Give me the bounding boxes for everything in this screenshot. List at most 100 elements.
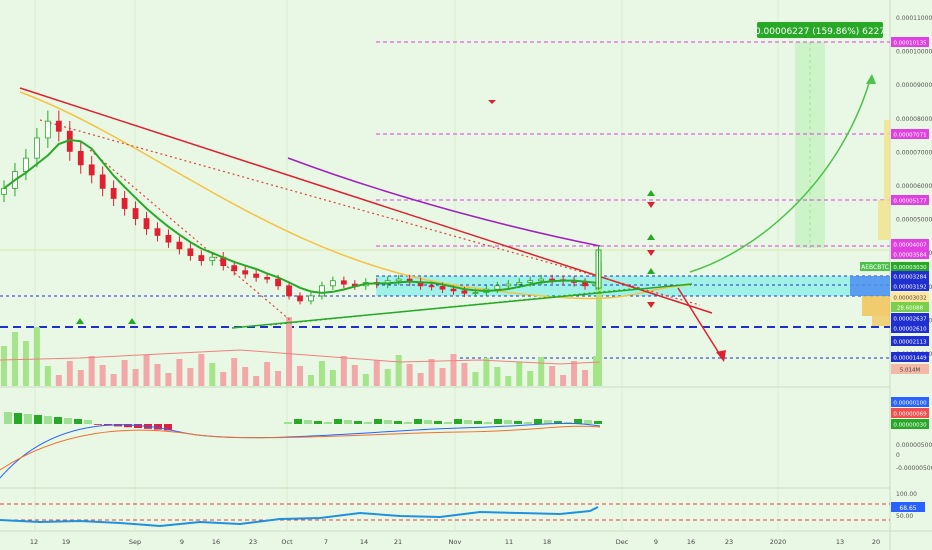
macd-hist-bar [314,421,322,424]
volume-bar [55,375,62,386]
volume-bar [417,373,424,386]
volume-bar [362,374,369,386]
price-tick-label: 0.00006000 [896,183,932,190]
macd-hist-bar [164,424,172,431]
macd-markers: 0.00000100 0.00000069 0.00000030 [891,397,929,429]
price-marker-box [891,195,929,205]
price-marker-box [891,129,929,139]
measure-label: 0.00006227 (159.86%) 6227 [755,27,885,37]
macd-marker-label: 0.00000030 [893,423,927,429]
price-marker-label: 0.00005177 [893,199,927,205]
macd-tick-label: 0 [896,452,900,459]
purple-ma-line [287,157,601,247]
volume-bar [44,366,51,386]
candle-body [395,278,402,282]
macd-hist-bar [434,421,442,424]
volume-bar [275,371,282,386]
macd-hist-bar [384,420,392,424]
current-price-box [891,262,929,271]
time-tick-label: 12 [30,538,38,546]
candle-body [143,218,150,230]
macd-hist-bar [554,421,562,424]
volume-bar [406,364,413,386]
rsi-value-box [891,502,925,512]
candle-body [110,187,117,199]
symbol-tag-box [860,262,890,271]
volume-ma-line [0,349,601,365]
vertical-gridlines [34,0,779,530]
price-marker-box [891,239,929,249]
price-marker-label: 5.014M [900,368,921,374]
measure-label-box [757,22,883,38]
volume-bar [560,375,567,386]
candle-body [439,286,446,290]
price-marker-label: 0.00010135 [893,41,927,47]
volume-bar [198,354,205,386]
volume-bar [461,363,468,386]
price-marker-box [891,249,929,259]
dotted-support-line [269,287,641,326]
price-marker-label: 0.00007071 [893,133,926,139]
price-marker-box [891,271,929,281]
time-tick-label: Sep [129,538,141,546]
candle-body [209,256,216,261]
time-axis[interactable]: 12 19 Sep 9 16 23 Oct 7 14 21 Nov 11 18 Dec 9 16 23 2020 1… [30,538,880,546]
rsi-tick-label: 100.00 [896,491,917,498]
candle-body [549,278,556,281]
macd-hist-bar [304,420,312,424]
volume-bar [110,374,117,386]
time-tick-label: 7 [324,538,328,546]
level-lines [0,41,890,359]
candle-body [264,276,271,280]
candle-body [121,198,128,209]
volume-bar [428,359,435,386]
macd-hist-bar [394,421,402,424]
symbol-tag: AEBCBTC [861,264,889,271]
price-marker-box [891,281,929,291]
macd-hist-bar [464,420,472,424]
price-tick-label: 0.00009000 [896,82,932,89]
volume-bar [494,367,501,386]
candle-body [428,285,435,288]
time-tick-label: 23 [725,538,733,546]
macd-hist-bar [374,419,382,424]
candle-body [33,137,40,159]
macd-axis[interactable]: 0.00000500 0 -0.00000500 [896,442,932,472]
macd-hist-bar [324,422,332,424]
short-downtrend-line [89,149,291,321]
candle-body [77,150,84,166]
macd-hist-bar [154,424,162,430]
bearish-arrow-head [716,350,726,362]
price-markers: 0.00010135 0.00007071 0.00005177 0.00004007… [891,37,929,374]
price-marker-box [891,37,929,47]
price-marker-label: 0.00001449 [893,356,927,362]
macd-hist-bar [34,415,42,424]
macd-hist-bar [514,421,522,424]
price-marker-box [891,292,929,302]
macd-marker-label: 0.00000100 [893,401,927,407]
price-tick-label: 0.00005000 [896,217,932,224]
volume-bar [264,362,271,386]
volume-bar [99,365,106,386]
macd-hist-bar [404,422,412,424]
bullish-arrow-head [866,74,876,84]
volume-bar [33,327,40,386]
price-marker-label: 28.60088 [897,306,924,312]
macd-hist-bar [44,416,52,424]
volume-bar [395,355,402,386]
candle-body [165,234,172,243]
price-marker-label: 0.00002610 [893,327,927,333]
price-tick-label: 0.00011000 [896,15,932,22]
signal-arrows [76,100,655,324]
price-marker-label: 0.00003284 [893,275,927,281]
price-tick-label: 0.00010000 [896,49,932,56]
macd-hist-bar [494,419,502,424]
rsi-line [0,506,599,528]
candle-body [329,280,336,287]
volume-bar [384,369,391,386]
volume-bar [154,364,161,386]
rsi-axis[interactable]: 100.00 50.00 [896,491,917,520]
volume-bar [472,372,479,386]
macd-hist-bar [14,413,22,424]
